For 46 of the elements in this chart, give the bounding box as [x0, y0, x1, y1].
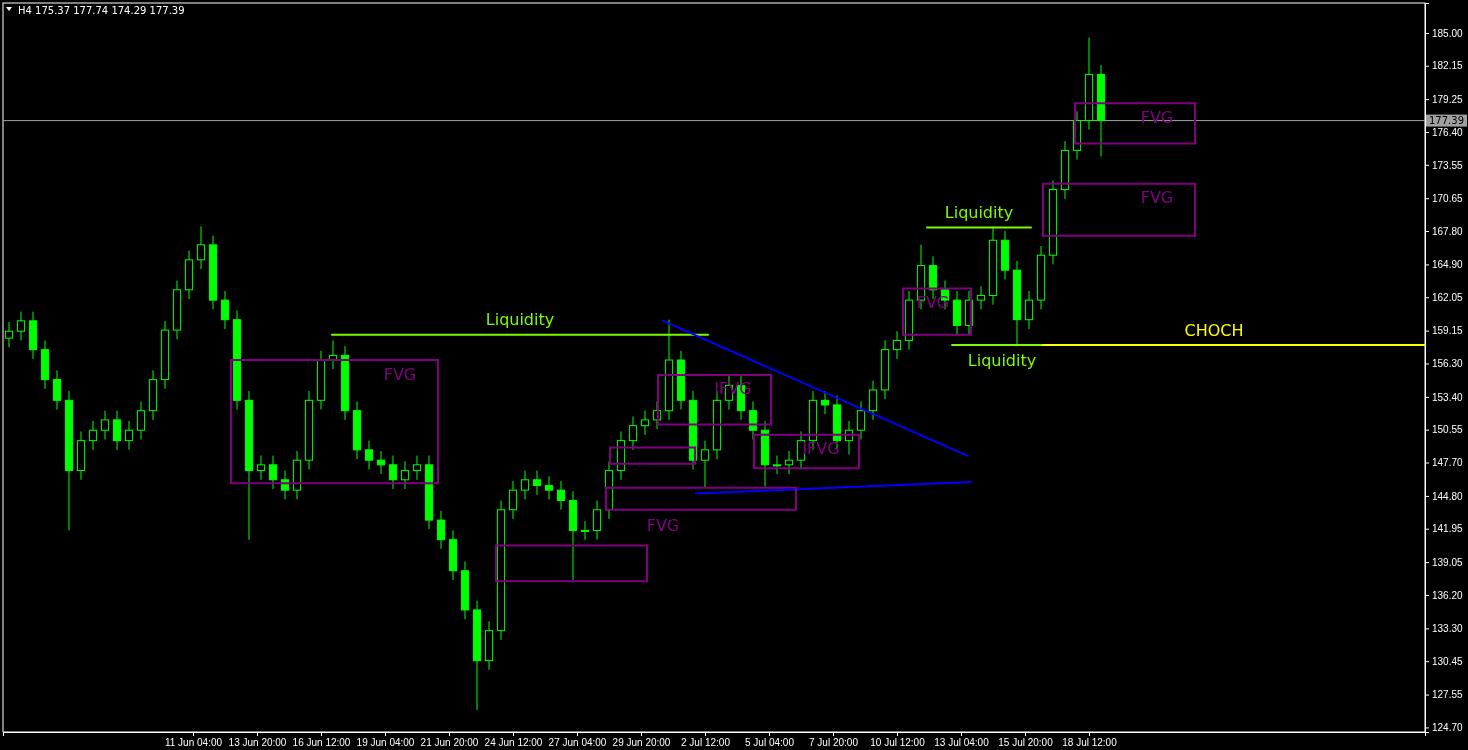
- y-tick-label: 170.65: [1432, 192, 1464, 204]
- chart-title: H4 175.37 177.74 174.29 177.39: [18, 4, 185, 16]
- series-label: FVG: [646, 516, 680, 536]
- series-label: FVG: [383, 364, 417, 384]
- y-tick-label: 164.90: [1432, 259, 1464, 271]
- y-tick-label: 147.70: [1432, 457, 1464, 469]
- y-tick-label: 156.30: [1432, 358, 1464, 370]
- series-label: CHOCH: [1184, 320, 1244, 340]
- series-label: Liquidity: [967, 350, 1037, 370]
- x-tick-label: 16 Jun 12:00: [292, 737, 351, 749]
- x-tick-label: 18 Jul 12:00: [1062, 737, 1118, 749]
- x-tick-label: 21 Jun 20:00: [420, 737, 479, 749]
- y-tick-label: 144.80: [1432, 490, 1464, 502]
- x-tick-label: 19 Jun 04:00: [356, 737, 415, 749]
- series-label: Liquidity: [944, 203, 1014, 223]
- x-tick-label: 7 Jul 20:00: [809, 737, 859, 749]
- y-tick-label: 133.30: [1432, 623, 1464, 635]
- y-tick-label: 159.15: [1432, 325, 1464, 337]
- x-tick-label: 13 Jul 04:00: [934, 737, 990, 749]
- y-tick-label: 182.15: [1432, 60, 1464, 72]
- y-tick-label: 176.40: [1432, 126, 1464, 138]
- y-tick-label: 162.05: [1432, 291, 1464, 303]
- series-label: Liquidity: [485, 310, 555, 330]
- y-tick-label: 124.70: [1432, 722, 1464, 734]
- y-tick-label: 141.95: [1432, 523, 1464, 535]
- y-tick-label: 153.40: [1432, 391, 1464, 403]
- y-tick-label: 127.55: [1432, 689, 1464, 701]
- x-tick-label: 13 Jun 20:00: [228, 737, 287, 749]
- y-tick-label: 179.25: [1432, 93, 1464, 105]
- x-tick-label: 5 Jul 04:00: [745, 737, 795, 749]
- y-tick-label: 167.80: [1432, 225, 1464, 237]
- x-tick-label: 29 Jun 20:00: [612, 737, 671, 749]
- y-tick-label: 173.55: [1432, 159, 1464, 171]
- x-tick-label: 27 Jun 04:00: [548, 737, 607, 749]
- x-tick-label: 11 Jun 04:00: [164, 737, 223, 749]
- x-tick-label: 15 Jul 20:00: [998, 737, 1054, 749]
- series-label: FVG: [1140, 188, 1174, 208]
- y-tick-label: 185.00: [1432, 27, 1464, 39]
- x-tick-label: 2 Jul 12:00: [681, 737, 731, 749]
- y-tick-label: 130.45: [1432, 655, 1464, 667]
- y-tick-label: 136.20: [1432, 589, 1464, 601]
- x-tick-label: 24 Jun 12:00: [484, 737, 543, 749]
- y-tick-label: 150.55: [1432, 424, 1464, 436]
- x-tick-label: 10 Jul 12:00: [870, 737, 926, 749]
- ref-line-label: 177.39: [1429, 115, 1464, 127]
- y-tick-label: 139.05: [1432, 556, 1464, 568]
